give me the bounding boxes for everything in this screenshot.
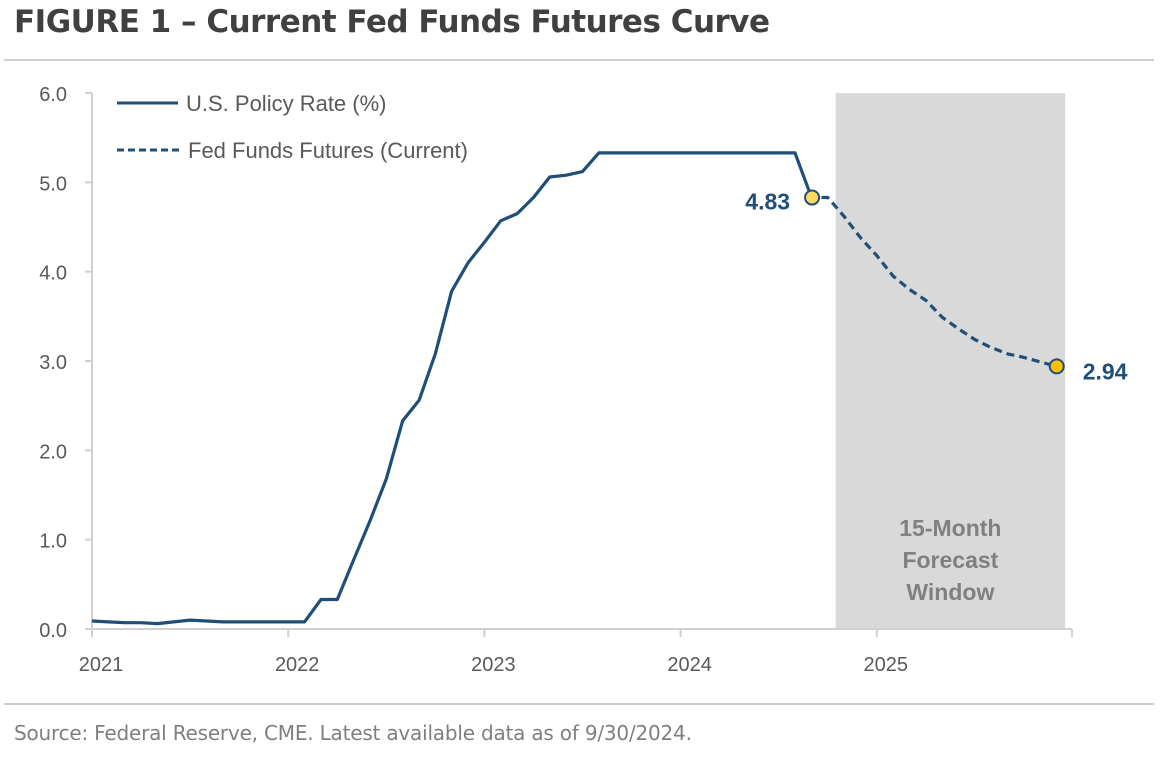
y-tick-label: 6.0 (39, 84, 67, 106)
footer-divider (4, 703, 1154, 705)
y-tick-label: 3.0 (39, 352, 67, 374)
futures-line (821, 195, 1058, 368)
source-note: Source: Federal Reserve, CME. Latest ava… (14, 721, 692, 745)
legend-label-policy-rate: U.S. Policy Rate (%) (186, 91, 387, 116)
chart: 15-Month Forecast Window 0.0 1.0 2.0 3.0 4.0 5.… (39, 84, 1128, 676)
current-rate-marker (804, 189, 821, 206)
y-tick-label: 2.0 (39, 441, 67, 463)
x-tick-label: 2025 (864, 654, 909, 676)
forecast-end-label: 2.94 (1083, 358, 1128, 384)
y-tick-label: 4.0 (39, 263, 67, 285)
forecast-end-marker (1048, 358, 1065, 375)
legend-label-futures: Fed Funds Futures (Current) (188, 138, 468, 163)
policy-rate-line (91, 151, 814, 626)
current-rate-label: 4.83 (745, 189, 790, 215)
forecast-window-label-line: Forecast (902, 547, 998, 573)
x-tick-label: 2024 (667, 654, 712, 676)
y-tick-label: 0.0 (39, 620, 67, 642)
y-tick-label: 1.0 (39, 531, 67, 553)
x-tick-label: 2021 (79, 654, 124, 676)
y-tick-label: 5.0 (39, 173, 67, 195)
forecast-window-label-line: 15-Month (899, 515, 1001, 541)
title-divider (4, 59, 1154, 61)
figure-title: FIGURE 1 – Current Fed Funds Futures Cur… (14, 4, 770, 40)
forecast-window-shade (835, 93, 1066, 629)
x-tick-label: 2023 (471, 654, 516, 676)
forecast-window-label-line: Window (906, 579, 994, 605)
x-tick-label: 2022 (275, 654, 320, 676)
